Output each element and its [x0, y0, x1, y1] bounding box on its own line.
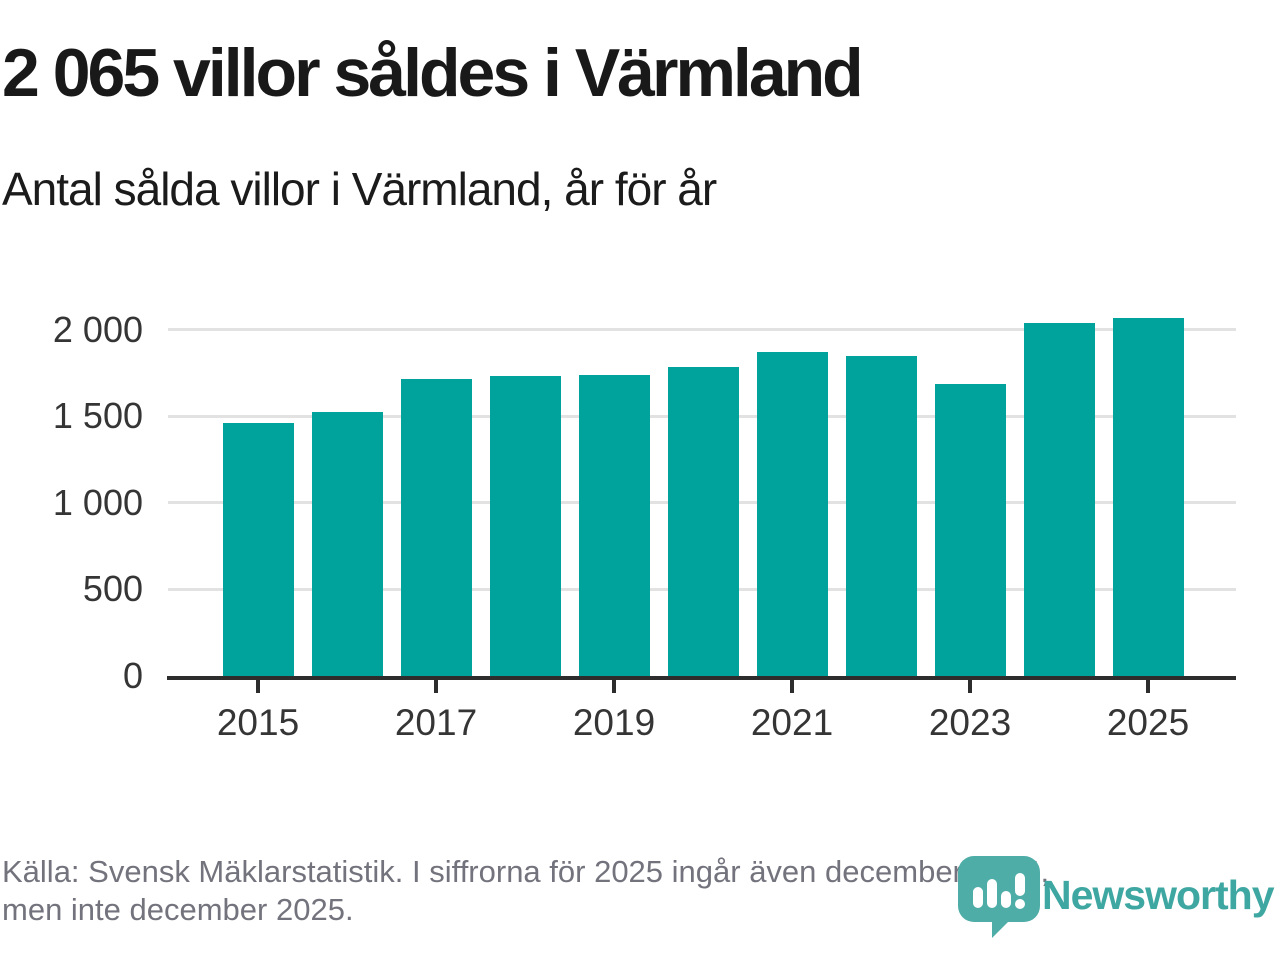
y-tick-label-500: 500 [82, 568, 143, 610]
x-tick-2023 [968, 680, 972, 693]
x-tick-2025 [1146, 680, 1150, 693]
x-tick-label-2021: 2021 [750, 702, 834, 743]
x-tick-label-2019: 2019 [572, 702, 656, 743]
chart-title: 2 065 villor såldes i Värmland [2, 35, 864, 111]
bar-2020 [667, 366, 739, 676]
y-tick-label-2000: 2 000 [52, 308, 143, 350]
plot-area [168, 296, 1236, 676]
x-tick-label-2023: 2023 [928, 702, 1012, 743]
source-note-line2: men inte december 2025. [2, 892, 354, 927]
gridline-2000 [168, 328, 1236, 332]
bar-2022 [845, 355, 917, 676]
bar-2018 [489, 376, 561, 676]
source-note-line1: Källa: Svensk Mäklarstatistik. I siffror… [2, 854, 1050, 889]
x-tick-label-2025: 2025 [1106, 702, 1190, 743]
x-tick-2021 [790, 680, 794, 693]
y-tick-label-1500: 1 500 [52, 395, 143, 437]
x-tick-2015 [256, 680, 260, 693]
x-axis-line [167, 676, 1236, 680]
chart-subtitle: Antal sålda villor i Värmland, år för år [2, 163, 717, 215]
x-tick-label-2015: 2015 [216, 702, 300, 743]
newsworthy-logo: Newsworthy [956, 854, 1274, 940]
bar-2016 [311, 411, 383, 676]
bar-2021 [756, 352, 828, 676]
newsworthy-logo-icon [958, 856, 1040, 938]
bar-2023 [934, 384, 1006, 676]
x-tick-label-2017: 2017 [394, 702, 478, 743]
bar-2015 [222, 423, 294, 676]
newsworthy-wordmark: Newsworthy [1042, 872, 1274, 918]
y-tick-label-1000: 1 000 [52, 481, 143, 523]
bar-2025 [1112, 318, 1184, 676]
x-tick-2019 [612, 680, 616, 693]
bar-2019 [578, 374, 650, 676]
x-tick-2017 [434, 680, 438, 693]
bar-2024 [1023, 322, 1095, 676]
y-tick-label-0: 0 [122, 655, 143, 696]
bar-2017 [400, 378, 472, 676]
